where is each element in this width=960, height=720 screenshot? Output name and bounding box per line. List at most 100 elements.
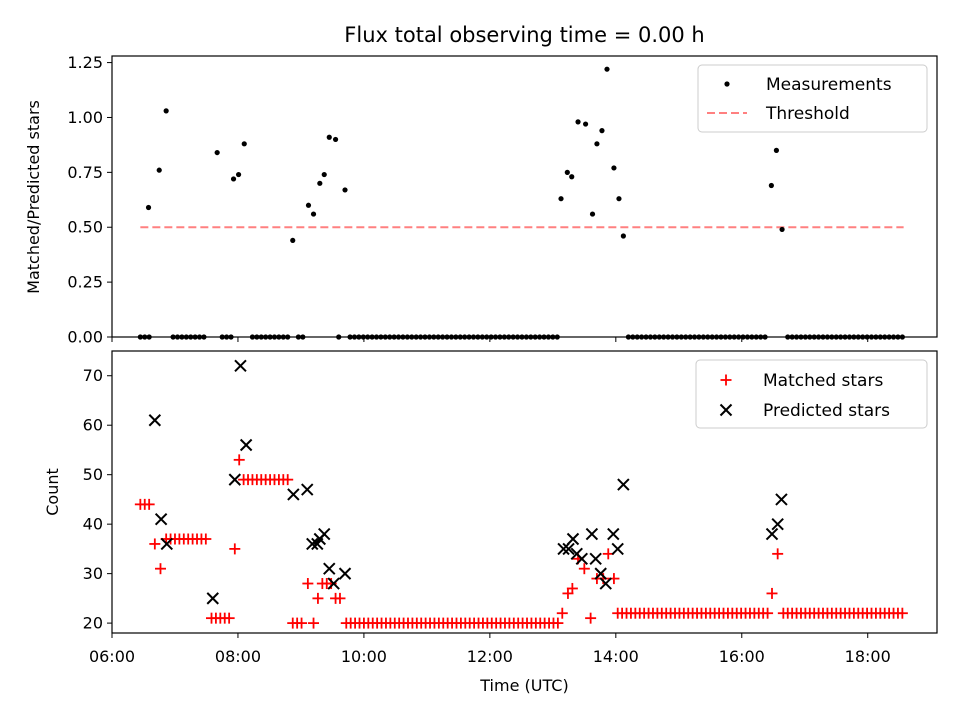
predicted-star-point: [327, 577, 340, 590]
measurement-point: [616, 196, 622, 202]
predicted-star-point: [338, 567, 352, 580]
predicted-star-point: [562, 542, 575, 556]
predicted-star-point: [287, 488, 300, 501]
measurement-point: [773, 147, 780, 153]
matched-star-point: [762, 607, 774, 619]
predicted-star-point: [234, 359, 247, 373]
matched-star-point: [556, 607, 568, 619]
predicted-star-point: [318, 527, 331, 541]
ratio-y-label: Matched/Predicted stars: [24, 100, 43, 294]
measurement-point: [564, 169, 570, 175]
predicted-star-point: [228, 473, 242, 486]
measurement-point: [326, 134, 332, 140]
predicted-star-point: [160, 537, 173, 551]
matched-star-point: [200, 533, 212, 545]
matched-star-point: [143, 498, 155, 510]
ratio-plot-frame: [111, 55, 938, 338]
count-legend: Matched stars Predicted stars: [695, 359, 928, 429]
measurement-point: [235, 171, 242, 178]
matched-star-point: [585, 612, 597, 624]
legend-measurement-marker: [724, 81, 730, 87]
measurement-point: [594, 141, 600, 147]
predicted-star-point: [154, 513, 168, 526]
measurement-point: [310, 211, 317, 217]
y-tick-label: 1.00: [67, 108, 103, 127]
y-tick-label: 50: [83, 465, 103, 484]
predicted-star-point: [589, 552, 602, 565]
x-tick-label: 12:00: [467, 647, 513, 666]
ratio-legend: Measurements Threshold: [697, 64, 928, 133]
matched-star-point: [766, 587, 778, 599]
x-tick-label: 14:00: [593, 647, 639, 666]
measurement-point: [290, 237, 296, 244]
predicted-star-point: [206, 592, 219, 605]
measurement-point: [604, 66, 610, 72]
y-tick-label: 30: [83, 564, 103, 583]
count-y-label: Count: [43, 468, 62, 516]
matched-star-point: [896, 607, 908, 619]
measurement-point: [230, 176, 237, 182]
x-tick-label: 18:00: [845, 647, 891, 666]
measurement-point: [620, 233, 626, 239]
legend-predicted-marker: [719, 403, 733, 417]
measurement-point: [611, 165, 617, 171]
y-tick-label: 20: [83, 614, 103, 633]
matched-star-point: [282, 474, 294, 486]
legend-matched-marker: [720, 374, 732, 386]
matched-star-point: [149, 538, 161, 550]
measurement-point: [342, 187, 348, 193]
predicted-star-point: [607, 527, 620, 541]
measurement-point: [145, 204, 152, 211]
measurement-point: [305, 202, 312, 208]
measurement-point: [163, 108, 169, 114]
matched-star-point: [772, 548, 784, 560]
predicted-star-point: [557, 542, 570, 556]
count-plot-frame: [111, 350, 938, 634]
predicted-star-point: [239, 438, 253, 452]
legend-threshold-label: Threshold: [765, 104, 850, 124]
matched-star-point: [154, 563, 166, 575]
measurement-point: [241, 141, 247, 147]
measurement-point: [582, 121, 589, 127]
predicted-star-point: [599, 577, 612, 590]
x-tick-label: 16:00: [719, 647, 765, 666]
y-tick-label: 0.00: [67, 328, 103, 347]
predicted-star-point: [575, 552, 589, 565]
predicted-star-point: [594, 567, 607, 580]
measurement-point: [321, 171, 327, 178]
predicted-star-point: [301, 483, 314, 496]
x-tick-label: 10:00: [341, 647, 387, 666]
measurement-point: [317, 180, 323, 186]
matched-star-point: [296, 617, 308, 629]
count-panel: 20 30 40 50 60 70 06:00 08:00 10:00 12:00 14:00 16:…: [43, 350, 938, 695]
y-tick-label: 0.25: [67, 273, 103, 292]
matched-star-point: [233, 454, 245, 466]
y-tick-label: 70: [83, 366, 103, 385]
x-axis-label: Time (UTC): [479, 676, 568, 695]
predicted-star-point: [323, 562, 336, 575]
measurement-point: [156, 167, 162, 173]
y-tick-label: 40: [83, 515, 103, 534]
legend-matched-label: Matched stars: [763, 371, 883, 391]
predicted-star-point: [771, 517, 784, 531]
predicted-star-point: [617, 478, 630, 491]
x-tick-label: 08:00: [215, 647, 261, 666]
y-tick-label: 60: [83, 416, 103, 435]
x-tick-label: 06:00: [89, 647, 135, 666]
measurement-point: [779, 226, 785, 233]
predicted-star-point: [611, 542, 624, 556]
matched-star-point: [308, 617, 320, 629]
predicted-star-point: [148, 414, 162, 427]
y-tick-label: 0.75: [67, 163, 103, 182]
measurement-point: [575, 119, 581, 125]
measurement-point: [558, 196, 564, 202]
matched-star-point: [302, 578, 314, 590]
matched-star-point: [578, 563, 590, 575]
predicted-star-point: [566, 532, 580, 546]
measurement-point: [599, 128, 605, 134]
legend-box: [695, 359, 928, 429]
ratio-panel: 0.00 0.25 0.50 0.75 1.00 1.25 Matched/Predict…: [24, 53, 938, 347]
figure-title: Flux total observing time = 0.00 h: [344, 23, 704, 47]
matched-star-point: [312, 592, 324, 604]
